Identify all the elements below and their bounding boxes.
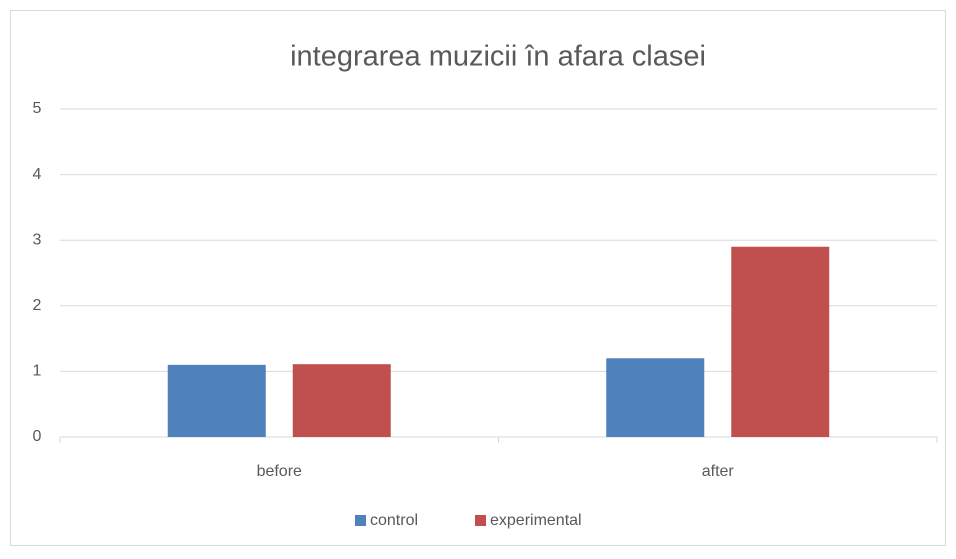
legend-label: experimental bbox=[490, 512, 582, 529]
y-tick-label: 4 bbox=[33, 166, 42, 183]
y-tick-label: 3 bbox=[33, 231, 42, 248]
y-tick-label: 5 bbox=[33, 100, 42, 117]
bar bbox=[606, 358, 705, 437]
y-tick-label: 2 bbox=[33, 297, 42, 314]
legend-swatch bbox=[475, 515, 486, 526]
y-tick-label: 0 bbox=[33, 428, 42, 445]
bar bbox=[292, 364, 391, 437]
x-tick-label: before bbox=[257, 463, 302, 480]
chart-title: integrarea muzicii în afara clasei bbox=[290, 41, 706, 73]
x-tick-label: after bbox=[702, 463, 735, 480]
bar bbox=[731, 246, 830, 437]
y-tick-label: 1 bbox=[33, 363, 42, 380]
legend-swatch bbox=[355, 515, 366, 526]
bar bbox=[167, 364, 266, 437]
legend-label: control bbox=[370, 512, 418, 529]
